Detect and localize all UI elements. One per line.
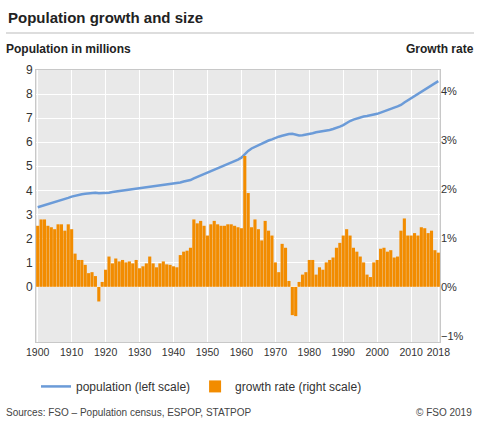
svg-text:4%: 4%: [441, 85, 457, 97]
svg-text:growth rate (right scale): growth rate (right scale): [235, 380, 361, 394]
svg-text:2%: 2%: [441, 183, 457, 195]
svg-text:1940: 1940: [162, 346, 186, 358]
svg-text:population (left scale): population (left scale): [76, 380, 190, 394]
svg-text:1990: 1990: [332, 346, 356, 358]
svg-text:1920: 1920: [94, 346, 118, 358]
svg-text:0%: 0%: [441, 281, 457, 293]
svg-text:3: 3: [26, 208, 33, 222]
svg-text:3%: 3%: [441, 134, 457, 146]
svg-text:1: 1: [26, 256, 33, 270]
svg-text:4: 4: [26, 184, 33, 198]
svg-text:© FSO 2019: © FSO 2019: [416, 407, 472, 418]
svg-text:Population growth and size: Population growth and size: [8, 9, 203, 26]
svg-text:2010: 2010: [399, 346, 423, 358]
svg-text:0: 0: [26, 280, 33, 294]
svg-text:7: 7: [26, 111, 33, 125]
svg-text:1930: 1930: [128, 346, 152, 358]
svg-text:6: 6: [26, 135, 33, 149]
svg-text:Population in millions: Population in millions: [6, 42, 131, 56]
svg-text:1900: 1900: [26, 346, 50, 358]
svg-text:9: 9: [26, 63, 33, 77]
svg-text:Sources: FSO – Population cens: Sources: FSO – Population census, ESPOP,…: [6, 407, 251, 418]
svg-text:2018: 2018: [427, 346, 451, 358]
svg-text:2: 2: [26, 232, 33, 246]
svg-text:−1%: −1%: [441, 330, 464, 342]
svg-text:1950: 1950: [196, 346, 220, 358]
svg-text:1970: 1970: [264, 346, 288, 358]
svg-text:1%: 1%: [441, 232, 457, 244]
svg-text:1960: 1960: [230, 346, 254, 358]
svg-text:1980: 1980: [298, 346, 322, 358]
svg-text:Growth rate: Growth rate: [406, 42, 474, 56]
svg-text:5: 5: [26, 159, 33, 173]
svg-text:8: 8: [26, 87, 33, 101]
svg-text:1910: 1910: [60, 346, 84, 358]
svg-text:2000: 2000: [366, 346, 390, 358]
